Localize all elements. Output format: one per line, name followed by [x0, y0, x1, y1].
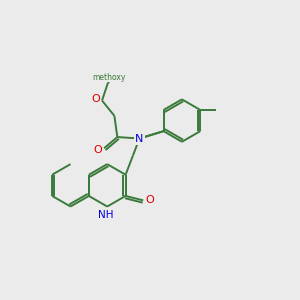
Text: NH: NH: [98, 210, 113, 220]
Text: O: O: [91, 94, 100, 104]
Text: methoxy: methoxy: [93, 73, 126, 82]
Text: O: O: [145, 195, 154, 205]
Text: O: O: [93, 145, 102, 155]
Text: N: N: [135, 134, 144, 143]
